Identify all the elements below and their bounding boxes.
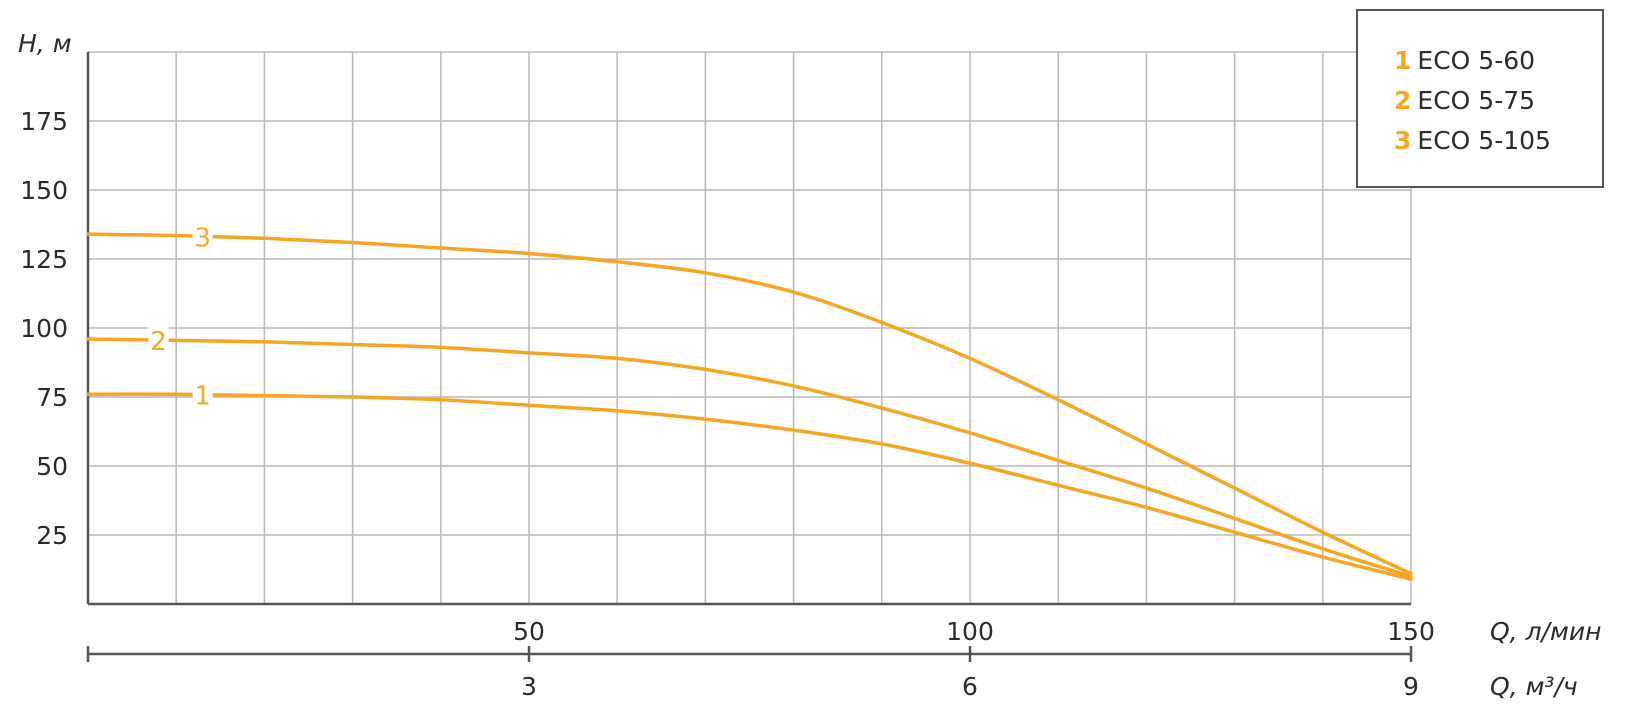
- y-tick-label: 100: [20, 314, 68, 343]
- curve-series-2: [86, 337, 1413, 579]
- grid-lines: [88, 51, 1412, 604]
- legend-item-3: 3 ECO 5-105: [1394, 121, 1602, 161]
- y-tick-label: 75: [36, 383, 68, 412]
- x-tick-label: 100: [946, 617, 994, 646]
- curves: 12 3: [86, 221, 1413, 581]
- curve-series-1: [86, 392, 1413, 581]
- curve-label-1: 1: [194, 382, 211, 412]
- legend-item-number: 2: [1394, 86, 1412, 115]
- x-tick-label: 50: [513, 617, 545, 646]
- y-tick-label: 175: [20, 107, 68, 136]
- x-tick-label-secondary: 9: [1403, 672, 1419, 701]
- x-tick-label-secondary: 6: [962, 672, 978, 701]
- curve-label-background: [192, 379, 213, 410]
- y-tick-labels: 25 50 75 100 125 150 175: [20, 107, 68, 550]
- x-tick-labels: 50 100 150 3 6 9: [513, 617, 1435, 701]
- y-tick-label: 125: [20, 245, 68, 274]
- y-tick-label: 50: [36, 452, 68, 481]
- legend-item-number: 1: [1394, 46, 1412, 75]
- y-tick-label: 25: [36, 521, 68, 550]
- legend-item-1: 1 ECO 5-60: [1394, 41, 1602, 81]
- x-tick-label: 150: [1387, 617, 1435, 646]
- legend-item-label: ECO 5-75: [1417, 86, 1536, 115]
- legend-item-label: ECO 5-105: [1417, 126, 1551, 155]
- curve-label-background: [192, 221, 213, 252]
- x-axis-label-secondary: Q, м³/ч: [1490, 672, 1578, 701]
- axes: [86, 52, 1413, 662]
- curve-label-2: 2: [150, 327, 167, 357]
- legend-item-label: ECO 5-60: [1417, 46, 1536, 75]
- legend-item-2: 2 ECO 5-75: [1394, 81, 1602, 121]
- curve-label-3: 3: [194, 223, 211, 253]
- legend-item-number: 3: [1394, 126, 1412, 155]
- x-tick-label-secondary: 3: [521, 672, 537, 701]
- x-axis-label: Q, л/мин: [1490, 617, 1601, 646]
- legend: 1 ECO 5-60 2 ECO 5-75 3 ECO 5-105: [1356, 9, 1604, 188]
- curve-label-background: [148, 325, 169, 356]
- y-tick-label: 150: [20, 176, 68, 205]
- y-axis-label: H, м: [18, 29, 72, 58]
- curve-series-3: [86, 232, 1413, 576]
